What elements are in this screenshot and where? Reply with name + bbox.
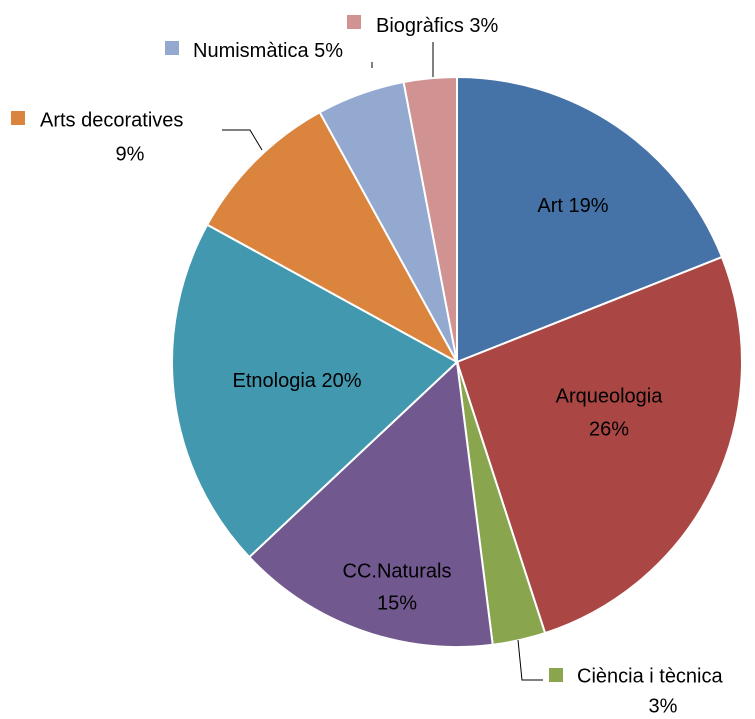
value-label: 5% — [314, 40, 343, 62]
pie-slice — [205, 110, 460, 365]
leader-line — [517, 639, 543, 681]
pie-slice — [402, 75, 458, 363]
value-label: 20% — [321, 370, 361, 392]
category-label: CC.Naturals — [343, 560, 452, 582]
legend-swatch — [11, 111, 25, 125]
slice-label: Art 19% — [537, 195, 608, 217]
category-label: Etnologia — [233, 370, 317, 392]
category-label: Ciència i tècnica — [577, 665, 724, 687]
pie-slice — [171, 223, 459, 559]
legend-swatch — [347, 15, 361, 29]
category-label: Art — [537, 195, 563, 217]
value-label: 26% — [589, 418, 629, 440]
category-label: Arts decoratives — [40, 109, 183, 131]
slice-label: Etnologia 20% — [233, 370, 362, 392]
value-label: 3% — [649, 695, 678, 717]
slice-label: Numismàtica 5% — [193, 40, 343, 62]
value-label: 19% — [569, 195, 609, 217]
category-label: Numismàtica — [193, 40, 309, 62]
pie-slice — [455, 255, 743, 635]
slice-label: Biogràfics 3% — [376, 15, 498, 37]
pie-slice — [456, 75, 724, 364]
category-label: Arqueologia — [556, 385, 664, 407]
value-label: 9% — [116, 143, 145, 165]
value-label: 3% — [469, 15, 498, 37]
legend-swatch — [549, 668, 563, 682]
leader-line — [222, 129, 263, 151]
category-label: Biogràfics — [376, 15, 464, 37]
value-label: 15% — [377, 592, 417, 614]
legend-swatch — [165, 41, 179, 55]
pie-slice — [247, 359, 494, 648]
